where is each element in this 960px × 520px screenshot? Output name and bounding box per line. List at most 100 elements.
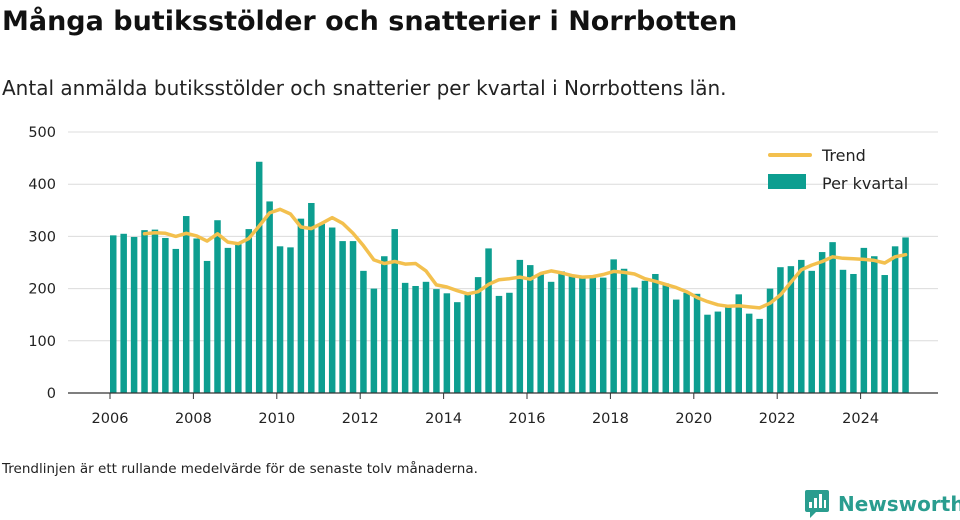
- bar: [558, 271, 565, 393]
- bar: [485, 248, 492, 393]
- bar: [777, 267, 784, 393]
- bar: [902, 237, 909, 393]
- bar: [652, 273, 659, 393]
- bar: [745, 313, 753, 393]
- bar: [568, 275, 576, 393]
- x-tick-label: 2014: [425, 411, 462, 427]
- bar: [433, 289, 440, 393]
- bar: [474, 277, 482, 393]
- bar: [704, 314, 711, 393]
- bar: [839, 269, 847, 393]
- bar: [255, 161, 263, 393]
- trend-line: [142, 207, 908, 310]
- y-tick-label: 400: [28, 177, 56, 193]
- bar: [631, 287, 638, 393]
- brand-name: Newsworthy: [838, 492, 960, 516]
- x-tick-label: 2006: [92, 411, 129, 427]
- bar: [547, 281, 555, 393]
- bar: [328, 227, 336, 393]
- legend-trend-label: Trend: [821, 146, 866, 165]
- bar: [318, 223, 325, 393]
- x-tick-label: 2020: [675, 411, 712, 427]
- x-tick-label: 2024: [842, 411, 879, 427]
- bar: [579, 277, 586, 393]
- bar: [297, 218, 305, 393]
- x-tick-label: 2018: [592, 411, 629, 427]
- bar: [516, 259, 524, 393]
- bar: [422, 281, 430, 393]
- bar: [787, 266, 795, 393]
- bar: [245, 229, 253, 393]
- bar: [141, 230, 148, 393]
- bar: [641, 280, 649, 393]
- bar: [850, 273, 857, 393]
- bar: [120, 233, 127, 393]
- bar: [589, 277, 597, 393]
- bar: [412, 285, 419, 393]
- bar: [693, 293, 701, 393]
- bar: [871, 256, 878, 393]
- bar-series: [110, 161, 909, 393]
- bar: [620, 268, 628, 393]
- bar: [798, 259, 805, 393]
- y-tick-label: 500: [28, 125, 56, 141]
- bar: [203, 260, 211, 393]
- bar: [506, 292, 513, 393]
- bar: [808, 270, 815, 393]
- legend-bar-swatch: [768, 174, 806, 189]
- bar: [151, 229, 159, 393]
- chart-title: Många butiksstölder och snatterier i Nor…: [2, 6, 738, 37]
- bar: [193, 238, 200, 393]
- bar: [537, 273, 544, 393]
- x-tick-label: 2016: [509, 411, 546, 427]
- axes: 0 100 200 300 400 500 2006 2008 2010 2012 2014 2016…: [28, 125, 938, 427]
- legend-bar-label: Per kvartal: [822, 174, 908, 193]
- newsworthy-logo-icon: [805, 490, 829, 518]
- bar: [172, 248, 180, 393]
- y-tick-label: 0: [47, 386, 56, 402]
- y-tick-label: 300: [28, 229, 56, 245]
- bar: [339, 241, 346, 393]
- bar: [182, 216, 190, 393]
- bar: [162, 237, 169, 393]
- bar: [766, 288, 774, 393]
- bar: [349, 241, 357, 393]
- bar: [224, 247, 232, 393]
- bar: [881, 275, 888, 393]
- bar: [401, 282, 409, 393]
- bar: [360, 270, 367, 393]
- bar: [735, 294, 742, 393]
- bar: [756, 318, 763, 393]
- bar: [214, 220, 221, 393]
- bar: [495, 295, 503, 393]
- bar: [308, 202, 315, 393]
- bar: [235, 244, 242, 393]
- footnote: Trendlinjen är ett rullande medelvärde f…: [2, 461, 478, 477]
- x-tick-label: 2010: [258, 411, 295, 427]
- bar: [714, 311, 722, 393]
- bar: [381, 256, 388, 393]
- bar: [454, 302, 461, 393]
- bar: [672, 299, 680, 393]
- bar: [860, 247, 868, 393]
- bar: [829, 242, 836, 393]
- bar: [683, 292, 690, 393]
- y-tick-label: 200: [28, 282, 56, 298]
- legend: Trend Per kvartal: [768, 146, 908, 193]
- chart-subtitle: Antal anmälda butiksstölder och snatteri…: [2, 76, 727, 100]
- brand[interactable]: Newsworthy: [804, 488, 960, 520]
- legend-trend-swatch: [768, 153, 812, 157]
- bar: [464, 294, 471, 393]
- x-tick-label: 2012: [342, 411, 379, 427]
- x-tick-label: 2022: [759, 411, 796, 427]
- chart-area: 0 100 200 300 400 500 2006 2008 2010 2012 2014 2016…: [28, 125, 938, 427]
- bar: [818, 252, 826, 393]
- bar: [110, 235, 117, 393]
- bar: [443, 293, 451, 393]
- bar: [725, 305, 732, 393]
- bar: [266, 201, 273, 393]
- bar: [891, 246, 899, 393]
- trend-series: [142, 207, 908, 310]
- bar: [527, 265, 534, 393]
- bar: [391, 229, 398, 393]
